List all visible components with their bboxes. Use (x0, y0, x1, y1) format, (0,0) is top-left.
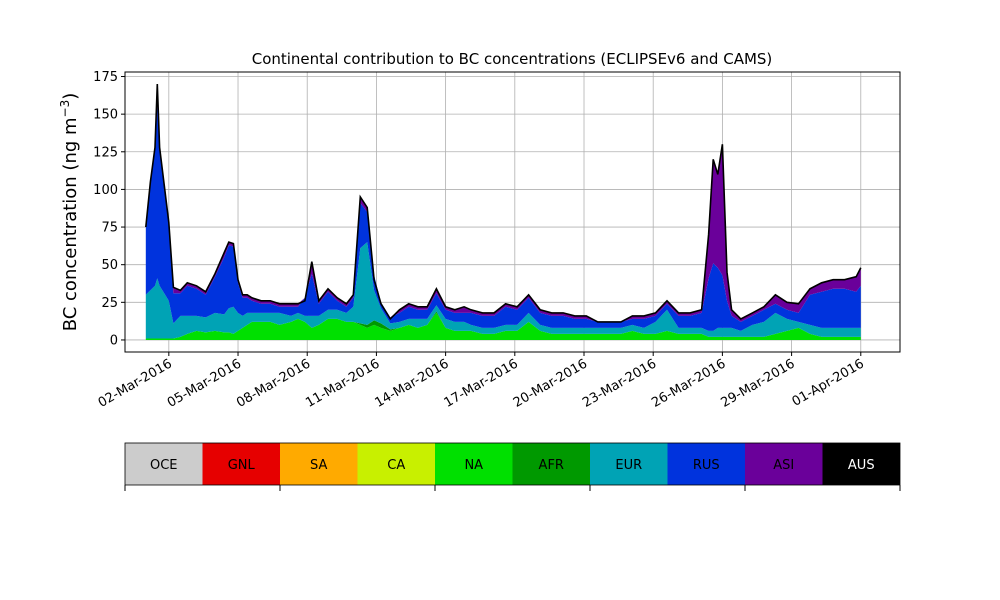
legend-label: ASI (773, 458, 794, 473)
axes (124, 71, 901, 353)
x-tick-label: 05-Mar-2016 (165, 356, 244, 410)
legend-item-afr: AFR (512, 443, 590, 485)
x-tick-label: 01-Apr-2016 (790, 356, 867, 409)
legend-label: CA (387, 458, 405, 473)
x-tick-label: 17-Mar-2016 (442, 356, 521, 410)
chart-title: Continental contribution to BC concentra… (252, 50, 773, 68)
area-eur (145, 242, 861, 339)
legend-label: AUS (848, 458, 875, 473)
legend-item-oce: OCE (125, 443, 203, 485)
legend-swatch (512, 443, 590, 485)
y-tick-label: 150 (93, 108, 118, 123)
legend-swatch (745, 443, 823, 485)
legend-item-eur: EUR (590, 443, 668, 485)
y-axis-label: BC concentration (ng m−3) (58, 93, 81, 332)
y-axis-label-sup: −3 (58, 100, 72, 118)
area-aus (145, 83, 862, 323)
y-tick-label: 75 (101, 221, 118, 236)
legend-label: AFR (539, 458, 564, 473)
legend-item-na: NA (435, 443, 513, 485)
x-tick-label: 02-Mar-2016 (96, 356, 175, 410)
legend-item-rus: RUS (667, 443, 745, 485)
legend-item-aus: AUS (822, 443, 900, 485)
legend-swatch (590, 443, 668, 485)
area-asi (145, 84, 861, 322)
stacked-areas (145, 84, 861, 340)
y-tick-label: 50 (101, 258, 118, 273)
legend-label: GNL (228, 458, 256, 473)
legend-swatch (125, 443, 203, 485)
legend-label: NA (464, 458, 483, 473)
legend-frame (124, 442, 901, 486)
x-ticks: 02-Mar-201605-Mar-201608-Mar-201611-Mar-… (96, 352, 867, 411)
y-tick-label: 175 (93, 70, 118, 85)
x-tick-label: 08-Mar-2016 (234, 356, 313, 410)
x-tick-label: 20-Mar-2016 (511, 356, 590, 410)
legend-item-gnl: GNL (202, 443, 280, 485)
legend-item-ca: CA (357, 443, 435, 485)
y-tick-label: 100 (93, 183, 118, 198)
area-na (145, 312, 861, 340)
legend-label: RUS (693, 458, 720, 473)
y-axis-label-close: ) (60, 93, 81, 100)
x-tick-label: 26-Mar-2016 (649, 356, 728, 410)
x-tick-label: 29-Mar-2016 (718, 356, 797, 410)
x-tick-label: 14-Mar-2016 (372, 356, 451, 410)
legend-swatch (435, 443, 513, 485)
x-tick-label: 23-Mar-2016 (580, 356, 659, 410)
legend-item-asi: ASI (745, 443, 823, 485)
legend-swatch (822, 443, 900, 485)
y-tick-label: 25 (101, 296, 118, 311)
legend-label: OCE (150, 458, 178, 473)
legend-label: SA (310, 458, 327, 473)
x-tick-label: 11-Mar-2016 (303, 356, 382, 410)
legend: OCE GNL SA CA NA AFR EUR RUS ASI AUS (124, 442, 901, 491)
legend-swatch (280, 443, 358, 485)
y-axis-label-main: BC concentration (ng m (60, 117, 81, 331)
y-ticks: 0 25 50 75 100 125 150 175 (93, 70, 125, 348)
axes-frame (124, 71, 901, 353)
legend-item-sa: SA (280, 443, 358, 485)
total-line (145, 83, 862, 323)
legend-swatch (357, 443, 435, 485)
legend-label: EUR (615, 458, 642, 473)
area-rus (145, 105, 861, 331)
y-tick-label: 125 (93, 145, 118, 160)
legend-swatch (667, 443, 745, 485)
y-tick-label: 0 (110, 333, 118, 348)
legend-swatch (202, 443, 280, 485)
